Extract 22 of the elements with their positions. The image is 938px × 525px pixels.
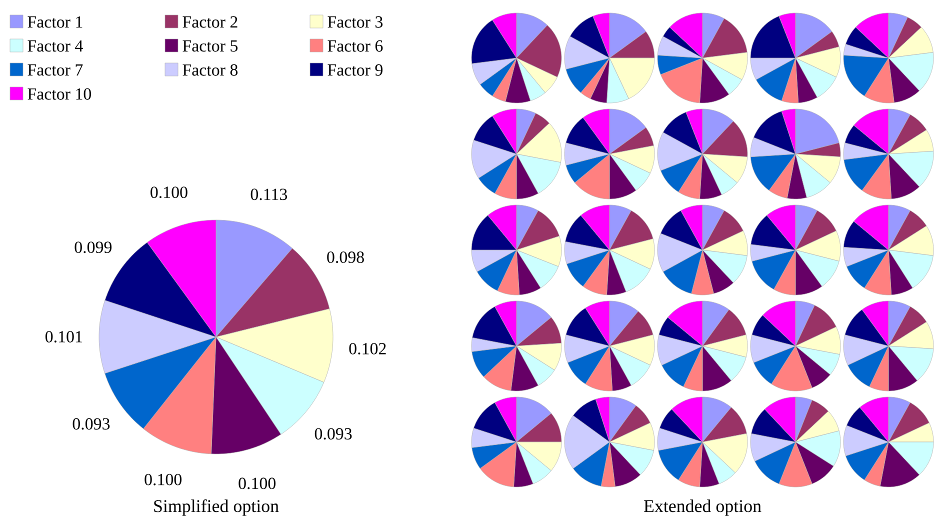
data-label: 0.099 bbox=[74, 242, 112, 254]
legend-label: Factor 3 bbox=[328, 16, 383, 28]
data-label: 0.093 bbox=[314, 428, 352, 440]
data-label: 0.100 bbox=[150, 186, 188, 198]
legend-label: Factor 8 bbox=[182, 64, 238, 76]
data-label: 0.093 bbox=[72, 418, 110, 430]
text: Extended option bbox=[644, 500, 762, 516]
data-label: 0.100 bbox=[144, 474, 182, 486]
legend-label: Factor 7 bbox=[28, 64, 83, 76]
legend-label: Factor 6 bbox=[328, 40, 383, 52]
data-label: 0.101 bbox=[46, 331, 82, 343]
data-label: 0.113 bbox=[250, 188, 288, 200]
legend-label: Factor 1 bbox=[28, 16, 82, 28]
text: Simplified option bbox=[154, 499, 279, 516]
legend-label: Factor 2 bbox=[182, 16, 238, 28]
legend-label: Factor 10 bbox=[28, 88, 92, 100]
legend-label: Factor 5 bbox=[182, 40, 238, 52]
legend-label: Factor 4 bbox=[28, 40, 83, 52]
legend-label: Factor 9 bbox=[328, 64, 382, 76]
data-label: 0.102 bbox=[349, 342, 386, 354]
data-label: 0.100 bbox=[238, 478, 276, 490]
data-label: 0.098 bbox=[327, 251, 364, 263]
